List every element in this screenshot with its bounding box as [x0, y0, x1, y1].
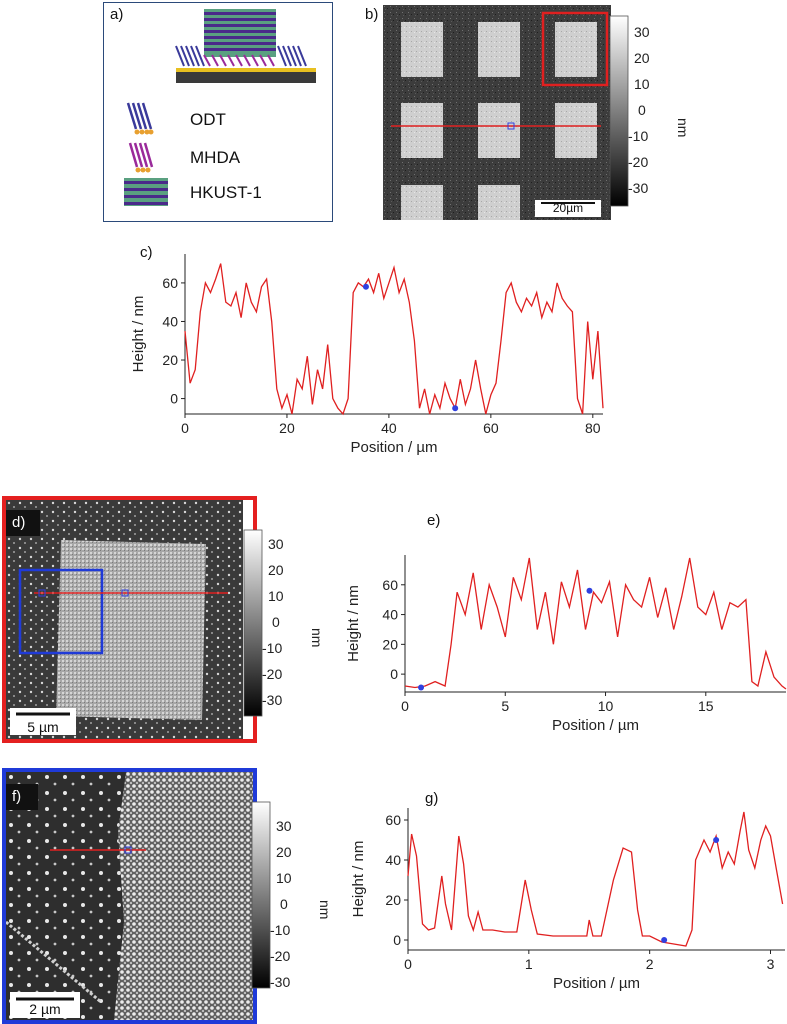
panel-f-label: f) — [12, 788, 22, 805]
chart-c: 0 20 40 60 80 0 20 40 60 Position / µm Height / nm — [130, 254, 604, 456]
cb-f-tick-20: 20 — [276, 844, 292, 860]
scalebar-b: 20µm — [552, 201, 584, 215]
cb-d-tick-0: 0 — [272, 614, 280, 630]
y-tick-label: 40 — [385, 852, 401, 868]
cb-d-tick-m20: -20 — [262, 666, 282, 682]
y-tick-label: 60 — [385, 812, 401, 828]
x-axis-title: Position / µm — [350, 439, 437, 456]
panel-d-label: d) — [12, 514, 26, 531]
cb-d-tick-m30: -30 — [262, 692, 282, 708]
chart-e: 0 5 10 15 0 20 40 60 Position / µm Height / nm — [345, 555, 787, 734]
cb-f-tick-m10: -10 — [270, 922, 290, 938]
chart-g-label: g) — [425, 790, 439, 807]
y-tick-label: 0 — [390, 666, 398, 682]
chart-e-label: e) — [427, 512, 441, 529]
y-axis-title: Height / nm — [130, 296, 147, 373]
cursor-marker — [713, 837, 720, 843]
x-tick-label: 1 — [525, 956, 533, 972]
cb-d-tick-20: 20 — [268, 562, 284, 578]
y-tick-label: 0 — [393, 932, 401, 948]
cb-f-tick-m30: -30 — [270, 974, 290, 990]
y-tick-label: 40 — [382, 607, 398, 623]
x-tick-label: 40 — [381, 420, 397, 436]
panel-a-box: a) — [103, 2, 333, 222]
scalebar-d: 5 µm — [27, 719, 59, 735]
chart-c-label: c) — [140, 244, 153, 261]
y-tick-label: 40 — [162, 313, 178, 329]
afm-image-d — [6, 500, 243, 739]
cursor-marker — [661, 937, 668, 943]
x-tick-label: 0 — [401, 698, 409, 714]
x-axis-title: Position / µm — [553, 975, 640, 992]
x-tick-label: 2 — [646, 956, 654, 972]
y-tick-label: 20 — [385, 892, 401, 908]
afm-image-b — [383, 5, 611, 220]
cursor-marker — [418, 684, 425, 691]
cb-d-tick-m10: -10 — [262, 640, 282, 656]
cb-f-tick-10: 10 — [276, 870, 292, 886]
panel-b-label: b) — [365, 6, 379, 23]
legend-label-odt: ODT — [190, 110, 226, 129]
x-tick-label: 10 — [598, 698, 614, 714]
x-tick-label: 0 — [181, 420, 189, 436]
cb-f-unit: nm — [317, 900, 330, 919]
y-axis-title: Height / nm — [345, 585, 362, 662]
cursor-marker — [362, 283, 369, 290]
chart-g: 0 1 2 3 0 20 40 60 Position / µm Height / nm — [350, 808, 785, 992]
y-tick-label: 60 — [382, 577, 398, 593]
height-profile-line — [407, 811, 784, 947]
x-tick-label: 5 — [501, 698, 509, 714]
x-tick-label: 60 — [483, 420, 499, 436]
cb-b-tick-m20: -20 — [628, 154, 648, 170]
height-profile-line — [184, 263, 604, 416]
panel-a-label: a) — [110, 6, 124, 23]
cb-b-tick-0: 0 — [638, 102, 646, 118]
cb-b-tick-10: 10 — [634, 76, 650, 92]
cb-f-tick-m20: -20 — [270, 948, 290, 964]
cursor-marker — [452, 405, 459, 412]
cb-d-unit: nm — [309, 628, 322, 647]
cursor-marker — [586, 587, 593, 594]
cb-f-tick-0: 0 — [280, 896, 288, 912]
cb-b-tick-m10: -10 — [628, 128, 648, 144]
x-tick-label: 20 — [279, 420, 295, 436]
odt-legend-icon — [126, 102, 154, 135]
schematic-illustration — [175, 9, 316, 83]
afm-image-f — [6, 772, 253, 1020]
y-tick-label: 60 — [162, 275, 178, 291]
legend-label-mhda: MHDA — [190, 148, 241, 167]
x-axis-title: Position / µm — [552, 717, 639, 734]
cb-f-tick-30: 30 — [276, 818, 292, 834]
cb-d-tick-10: 10 — [268, 588, 284, 604]
y-axis-title: Height / nm — [350, 841, 367, 918]
y-tick-label: 0 — [170, 391, 178, 407]
hkust-legend-icon — [124, 178, 168, 206]
cb-b-tick-20: 20 — [634, 50, 650, 66]
x-tick-label: 3 — [767, 956, 775, 972]
y-tick-label: 20 — [382, 636, 398, 652]
scalebar-f: 2 µm — [29, 1001, 61, 1017]
x-tick-label: 80 — [585, 420, 601, 436]
height-profile-line — [404, 557, 787, 690]
legend-label-hkust: HKUST-1 — [190, 183, 262, 202]
colorbar-b: 30 20 10 0 -10 -20 -30 nm — [609, 15, 688, 207]
colorbar-d: 30 20 10 0 -10 -20 -30 nm — [243, 529, 322, 717]
x-tick-label: 0 — [404, 956, 412, 972]
cb-b-tick-30: 30 — [634, 24, 650, 40]
cb-b-tick-m30: -30 — [628, 180, 648, 196]
x-tick-label: 15 — [698, 698, 714, 714]
colorbar-f: 30 20 10 0 -10 -20 -30 nm — [251, 801, 330, 990]
cb-b-unit: nm — [675, 118, 688, 137]
cb-d-tick-30: 30 — [268, 536, 284, 552]
mhda-legend-icon — [128, 142, 154, 173]
y-tick-label: 20 — [162, 352, 178, 368]
